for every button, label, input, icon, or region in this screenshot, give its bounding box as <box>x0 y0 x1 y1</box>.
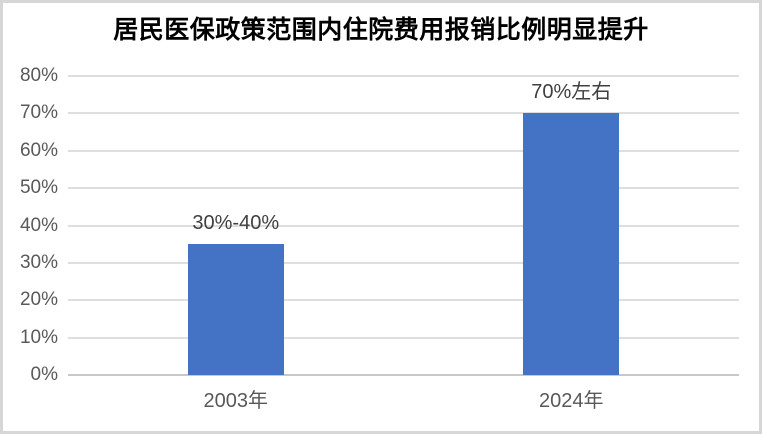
bar-value-label: 70%左右 <box>531 81 612 104</box>
gridline <box>68 187 739 190</box>
gridline <box>68 261 739 264</box>
x-axis-line <box>68 374 739 376</box>
gridline <box>68 112 739 115</box>
y-axis-tick-label: 30% <box>19 251 58 273</box>
y-axis-tick-label: 70% <box>19 102 58 124</box>
y-axis-tick-label: 0% <box>30 364 58 385</box>
y-axis-tick-label: 80% <box>19 65 58 86</box>
gridline <box>68 336 739 339</box>
gridline <box>68 224 739 227</box>
bar-value-label: 30%-40% <box>192 212 280 235</box>
y-axis-tick-label: 50% <box>19 177 58 199</box>
y-axis-tick-label: 60% <box>19 139 58 161</box>
gridline <box>68 75 739 77</box>
bar-2024 <box>523 113 620 375</box>
x-axis-category-label: 2003年 <box>203 390 269 412</box>
y-axis-tick-label: 20% <box>19 289 58 311</box>
plot-area: 0% 10% 20% 30% 40% 50% 60% 70% 80% 30%-40% 2003年 70… <box>3 3 759 431</box>
gridline <box>68 149 739 152</box>
x-axis-category-label: 2024年 <box>539 390 604 412</box>
gridline <box>68 299 739 302</box>
y-axis-tick-label: 40% <box>19 214 58 236</box>
chart-title: 居民医保政策范围内住院费用报销比例明显提升 <box>113 16 649 44</box>
y-axis-tick-label: 10% <box>19 326 58 348</box>
bar-2003 <box>187 244 284 375</box>
